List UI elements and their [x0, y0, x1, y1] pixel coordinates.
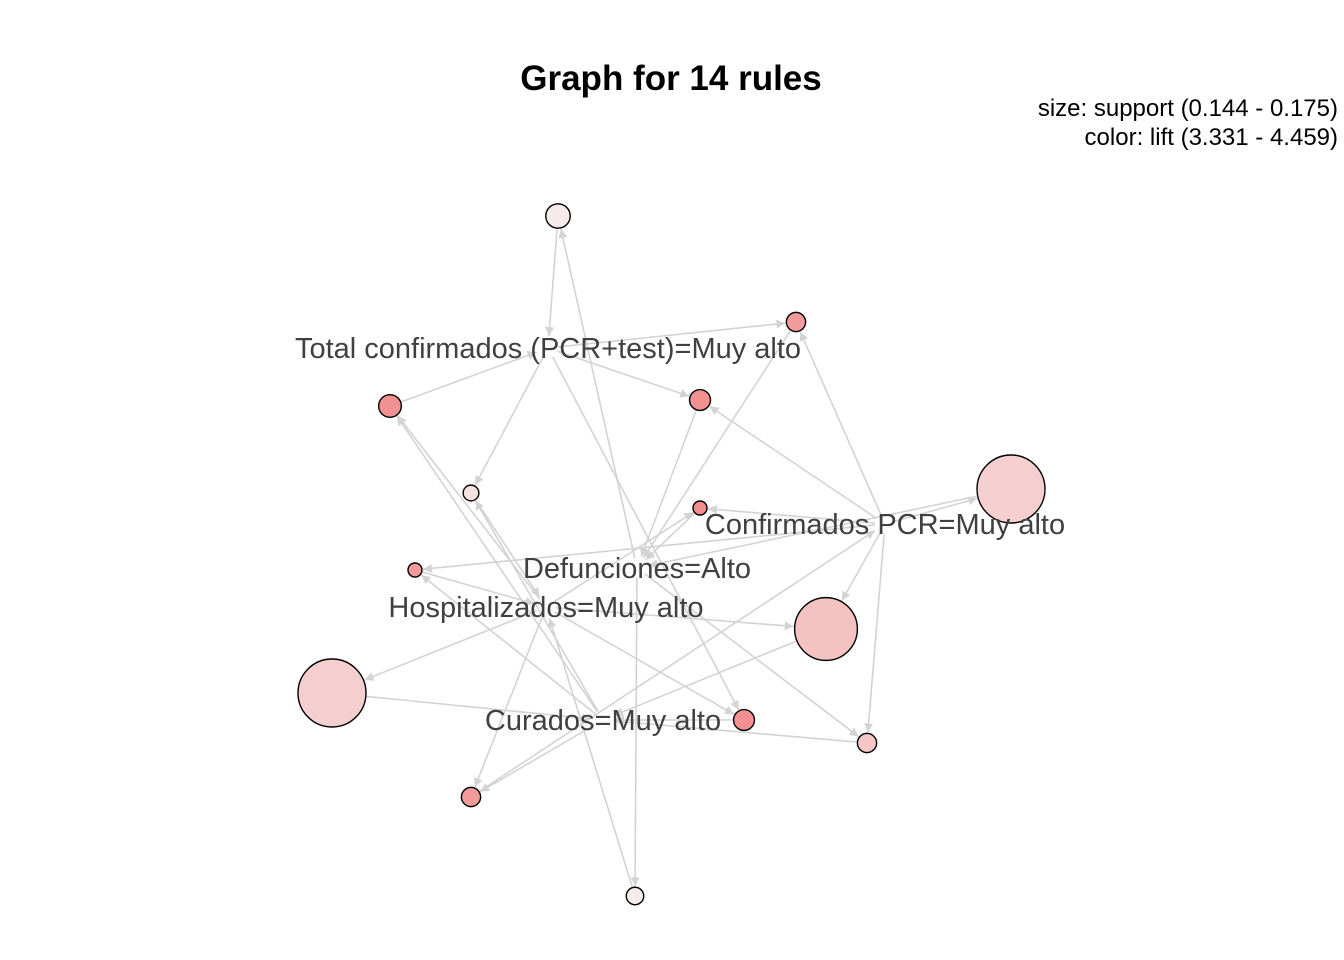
legend-color: color: lift (3.331 - 4.459) — [1085, 124, 1338, 151]
edge-pcr-to-r9 — [841, 532, 881, 602]
edge-r14-to-hosp — [547, 618, 633, 887]
item-label-cur: Curados=Muy alto — [485, 705, 721, 737]
edge-cur-to-r5 — [474, 500, 599, 712]
rule-node-r12[interactable] — [856, 732, 878, 754]
item-label-hosp: Hospitalizados=Muy alto — [388, 592, 703, 624]
edge-pcr-to-r12 — [864, 533, 885, 733]
edge-hosp-to-r10 — [364, 609, 538, 681]
rule-node-r14[interactable] — [625, 886, 645, 906]
edge-pcr-to-r4 — [709, 405, 878, 520]
rule-node-r13[interactable] — [460, 786, 482, 808]
rule-node-layer — [297, 203, 1046, 906]
edge-r6-to-def — [645, 512, 695, 561]
item-label-layer: Total confirmados (PCR+test)=Muy alto Con… — [295, 333, 1065, 737]
edge-r10-to-cur — [366, 695, 592, 723]
edge-r9-to-cur — [613, 640, 797, 717]
item-label-def: Defunciones=Alto — [523, 553, 751, 585]
edge-cur-to-r13 — [479, 724, 595, 793]
edge-r12-to-cur — [614, 717, 857, 743]
chart-title: Graph for 14 rules — [520, 59, 821, 98]
edge-r1-to-total — [545, 229, 558, 337]
rule-node-r5[interactable] — [462, 484, 480, 502]
item-label-pcr: Confirmados PCR=Muy alto — [705, 509, 1065, 541]
edge-cur-to-r3 — [396, 415, 599, 713]
edge-r3-to-total — [401, 351, 538, 403]
rule-node-r3[interactable] — [377, 393, 403, 419]
item-label-total: Total confirmados (PCR+test)=Muy alto — [295, 333, 801, 365]
rule-node-r7[interactable] — [976, 454, 1046, 524]
rule-node-r9[interactable] — [793, 596, 859, 662]
edge-pcr-to-r6 — [707, 504, 876, 524]
edge-r2-to-def — [642, 330, 791, 559]
edge-total-to-r5 — [474, 356, 545, 486]
edge-r8-to-hosp — [422, 571, 535, 606]
edge-r4-to-def — [640, 410, 697, 558]
rule-node-r2[interactable] — [785, 311, 807, 333]
edge-r5-to-hosp — [475, 499, 541, 598]
rule-node-r11[interactable] — [732, 708, 756, 732]
edge-hosp-to-r11 — [554, 611, 735, 716]
rule-node-r10[interactable] — [297, 658, 367, 728]
edge-def-to-r12 — [644, 573, 860, 738]
rule-node-r6[interactable] — [692, 500, 708, 516]
edge-pcr-to-r7 — [894, 496, 978, 523]
edge-hosp-to-r6 — [553, 511, 694, 603]
rule-node-r8[interactable] — [407, 562, 423, 578]
edge-def-to-r1 — [558, 228, 636, 559]
edge-r13-to-pcr — [479, 529, 876, 792]
legend-size: size: support (0.144 - 0.175) — [1038, 95, 1338, 122]
edge-pcr-to-r8 — [422, 524, 876, 573]
edge-cur-to-r8 — [420, 574, 596, 715]
rule-node-r1[interactable] — [545, 203, 571, 229]
edge-layer — [364, 228, 978, 887]
edge-hosp-to-r9 — [555, 606, 794, 631]
edge-hosp-to-r3 — [396, 415, 541, 600]
edge-total-to-r11 — [551, 356, 740, 711]
edge-total-to-r4 — [557, 350, 690, 398]
edge-total-to-r2 — [557, 319, 786, 348]
edge-hosp-to-r13 — [474, 616, 544, 788]
rule-node-r4[interactable] — [688, 388, 712, 412]
edge-def-to-r14 — [630, 577, 640, 887]
edge-pcr-to-r2 — [799, 331, 882, 516]
